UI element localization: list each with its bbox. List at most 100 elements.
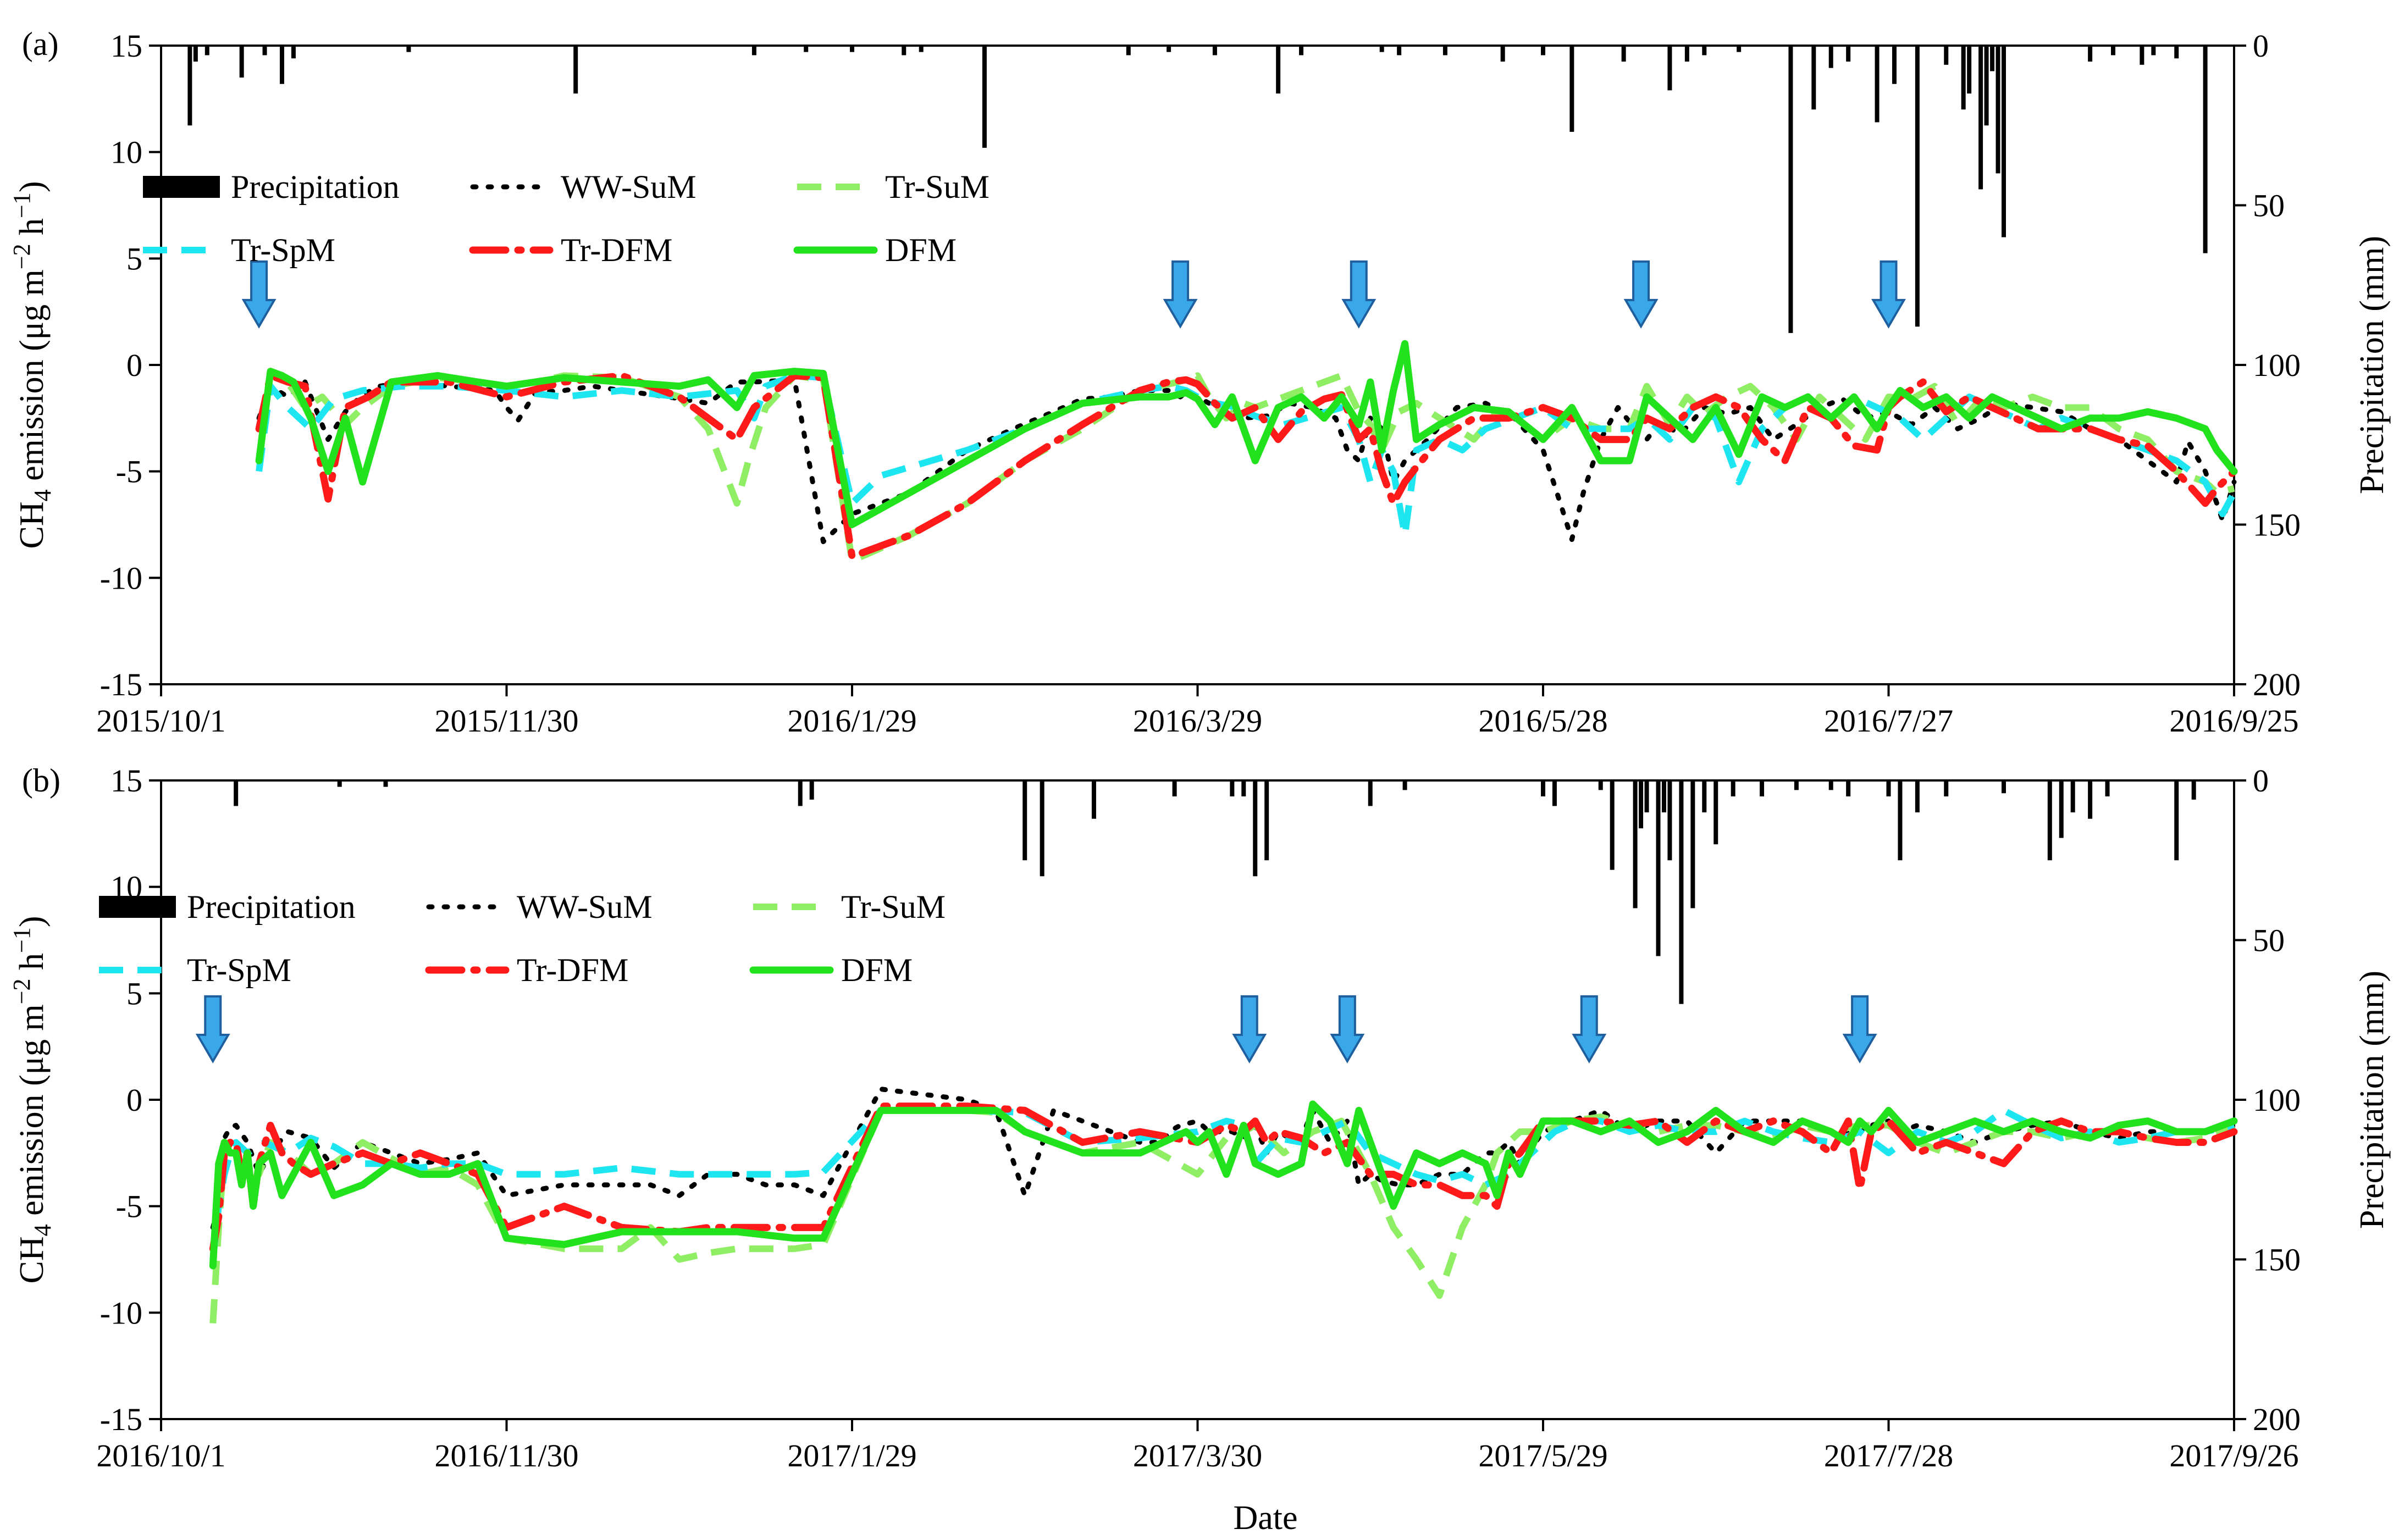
precipitation-bar — [1702, 46, 1707, 56]
legend-label-tr-spm: Tr-SpM — [187, 952, 291, 988]
arrow-marker — [1842, 995, 1877, 1063]
legend-swatch-precipitation — [99, 896, 176, 918]
precipitation-bar — [2002, 780, 2006, 794]
precipitation-bar — [1892, 46, 1897, 84]
y2-axis-title: Precipitation (mm) — [2353, 971, 2391, 1229]
y-tick-label: 15 — [110, 763, 142, 799]
precipitation-bar — [1794, 780, 1799, 790]
precipitation-bar — [2002, 46, 2006, 237]
precipitation-bar — [1442, 46, 1447, 56]
precipitation-bar — [1091, 780, 1096, 819]
panel-label: (b) — [22, 762, 60, 799]
y2-tick-label: 50 — [2253, 188, 2285, 224]
precipitation-bar — [2140, 46, 2144, 65]
precipitation-bar — [798, 780, 803, 806]
y-tick-label: -5 — [116, 454, 142, 490]
x-tick-label: 2016/10/1 — [96, 1438, 225, 1473]
series-line-tr-spm — [256, 372, 2237, 539]
y2-tick-label: 100 — [2253, 347, 2301, 383]
x-axis-title: Date — [1233, 1499, 1297, 1537]
y-tick-label: 10 — [110, 135, 142, 170]
arrow-marker — [1330, 995, 1365, 1063]
precipitation-bar — [1397, 46, 1402, 56]
legend-label-dfm: DFM — [841, 952, 913, 988]
precipitation-bar — [1379, 46, 1384, 52]
precipitation-bar — [1984, 46, 1989, 126]
precipitation-bar — [1402, 780, 1407, 790]
legend-label-precipitation: Precipitation — [231, 169, 400, 205]
precipitation-bar — [1967, 46, 1972, 94]
precipitation-bar — [1915, 46, 1920, 327]
y2-tick-label: 200 — [2253, 1401, 2301, 1437]
arrow-marker — [1623, 260, 1659, 329]
precipitation-bar — [1828, 780, 1833, 790]
x-tick-label: 2015/10/1 — [96, 703, 225, 739]
precipitation-bar — [809, 780, 814, 800]
x-tick-label: 2017/3/30 — [1133, 1438, 1262, 1473]
precipitation-bar — [1731, 780, 1735, 797]
precipitation-bar — [1661, 780, 1666, 813]
precipitation-bar — [204, 46, 209, 56]
legend-label-ww-sum: WW-SuM — [517, 889, 653, 925]
precipitation-bar — [1621, 46, 1626, 62]
precipitation-bar — [1126, 46, 1131, 56]
precipitation-bar — [1230, 780, 1235, 797]
precipitation-bar — [1737, 46, 1742, 52]
precipitation-bar — [919, 46, 924, 52]
precipitation-bar — [573, 46, 578, 94]
precipitation-bar — [1569, 46, 1574, 132]
legend-label-ww-sum: WW-SuM — [561, 169, 697, 205]
precipitation-bar — [1633, 780, 1638, 909]
precipitation-bar — [2059, 780, 2064, 838]
precipitation-bar — [1944, 780, 1949, 797]
precipitation-bar — [1811, 46, 1816, 110]
precipitation-bar — [1915, 780, 1920, 813]
x-tick-label: 2017/7/28 — [1824, 1438, 1953, 1473]
x-tick-label: 2016/1/29 — [787, 703, 916, 739]
y-tick-label: 15 — [110, 28, 142, 64]
precipitation-bar — [1552, 780, 1557, 806]
legend-label-tr-sum: Tr-SuM — [885, 169, 990, 205]
y2-tick-label: 150 — [2253, 1242, 2301, 1278]
precipitation-bar — [1828, 46, 1833, 68]
precipitation-bar — [1172, 780, 1177, 797]
arrow-marker — [1871, 260, 1906, 329]
arrow-marker — [1163, 260, 1198, 329]
x-tick-label: 2017/9/26 — [2169, 1438, 2298, 1473]
series-line-ww-sum — [256, 377, 2237, 544]
series-line-tr-dfm — [255, 372, 2238, 561]
precipitation-bar — [1702, 780, 1707, 813]
x-tick-label: 2016/11/30 — [434, 1438, 578, 1473]
y-tick-label: -10 — [100, 1295, 142, 1331]
x-tick-label: 2017/5/29 — [1478, 1438, 1607, 1473]
y2-tick-label: 200 — [2253, 667, 2301, 702]
precipitation-bar — [1368, 780, 1373, 806]
y-tick-label: 0 — [126, 347, 142, 383]
precipitation-bar — [1898, 780, 1903, 861]
x-tick-label: 2015/11/30 — [434, 703, 578, 739]
x-tick-label: 2016/9/25 — [2169, 703, 2298, 739]
precipitation-bar — [1639, 780, 1644, 829]
precipitation-bar — [2203, 46, 2208, 253]
y-axis-title: CH4 emission (μg m−2 h−1) — [8, 181, 56, 549]
precipitation-bar — [751, 46, 756, 56]
legend-swatch-precipitation — [143, 176, 220, 198]
precipitation-bar — [2191, 780, 2196, 800]
precipitation-bar — [1996, 46, 2000, 174]
precipitation-bar — [1598, 780, 1603, 790]
precipitation-bar — [234, 780, 239, 806]
precipitation-bar — [383, 780, 388, 787]
precipitation-bar — [2151, 46, 2156, 56]
precipitation-bar — [1760, 780, 1765, 797]
precipitation-bar — [337, 780, 342, 787]
precipitation-bar — [804, 46, 809, 52]
precipitation-bar — [2111, 46, 2116, 56]
legend-label-tr-sum: Tr-SuM — [841, 889, 946, 925]
arrow-marker — [195, 995, 230, 1063]
precipitation-bar — [1644, 780, 1649, 813]
x-tick-label: 2016/5/28 — [1478, 703, 1607, 739]
y-tick-label: -10 — [100, 560, 142, 596]
precipitation-bar — [1253, 780, 1258, 877]
